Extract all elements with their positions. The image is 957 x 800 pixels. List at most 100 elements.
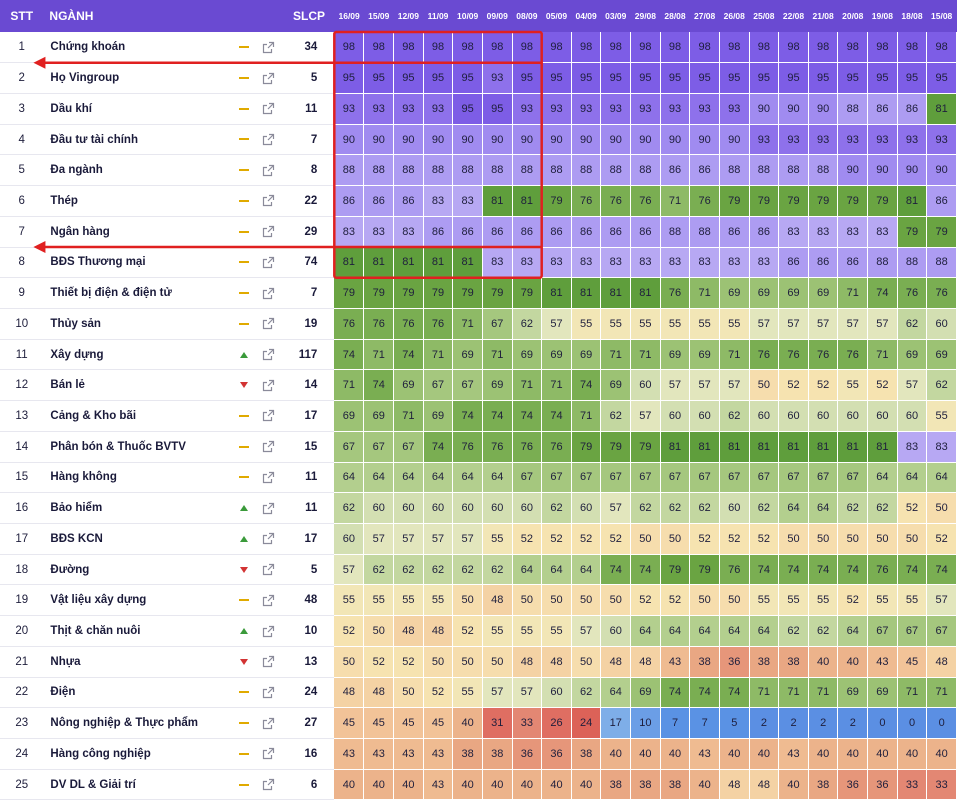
table-row[interactable]: 12 Bán lẻ 14 71 74 69 67 67 69 71 71 74 69 60 57 57 57 50… (0, 369, 957, 402)
row-industry-name[interactable]: Đa ngành (43, 154, 236, 187)
row-link[interactable] (253, 431, 284, 463)
header-date[interactable]: 16/09 (338, 11, 360, 21)
header-date[interactable]: 05/09 (545, 11, 568, 21)
row-link[interactable] (253, 738, 284, 770)
table-row[interactable]: 7 Ngân hàng 29 83 83 83 86 86 86 86 86 86 86 86 88 88 86… (0, 216, 957, 248)
row-industry-name[interactable]: Đường (43, 554, 236, 586)
row-link[interactable] (253, 93, 284, 125)
row-link[interactable] (253, 124, 284, 156)
row-industry-name[interactable]: BĐS Thương mại (43, 247, 236, 279)
row-link[interactable] (253, 216, 284, 248)
header-date[interactable]: 10/09 (456, 11, 479, 21)
table-row[interactable]: 8 BĐS Thương mại 74 81 81 81 81 81 83 83 83 83 83 83 8… (0, 247, 957, 279)
row-industry-name[interactable]: Thiết bị điện & điện tử (43, 277, 236, 309)
header-date[interactable]: 25/08 (753, 11, 775, 21)
row-industry-name[interactable]: DV DL & Giải trí (43, 769, 236, 800)
external-link-icon[interactable] (262, 41, 275, 54)
row-industry-name[interactable]: BĐS KCN (43, 523, 236, 555)
row-link[interactable] (253, 646, 284, 678)
external-link-icon[interactable] (262, 348, 275, 361)
external-link-icon[interactable] (262, 532, 275, 545)
row-industry-name[interactable]: Chứng khoán (43, 32, 236, 64)
table-row[interactable]: 1 Chứng khoán 34 98 98 98 98 98 98 98 98 98 98 98 98 98… (0, 32, 957, 64)
table-row[interactable]: 25 DV DL & Giải trí 6 40 40 40 43 40 40 40 40 40 38 3… (0, 769, 957, 800)
header-date[interactable]: 11/09 (427, 11, 449, 21)
external-link-icon[interactable] (262, 594, 275, 607)
row-industry-name[interactable]: Bán lẻ (43, 369, 236, 402)
header-date[interactable]: 04/09 (575, 11, 597, 21)
header-date[interactable]: 08/09 (516, 11, 538, 21)
row-link[interactable] (253, 185, 284, 217)
header-date[interactable]: 26/08 (723, 11, 745, 21)
row-industry-name[interactable]: Thịt & chăn nuôi (43, 615, 236, 647)
header-date[interactable]: 22/08 (782, 11, 805, 21)
table-row[interactable]: 24 Hàng công nghiệp 16 43 43 43 43 38 38 36 36 38 40… (0, 738, 957, 770)
table-row[interactable]: 23 Nông nghiệp & Thực phẩm 27 45 45 45 45 40 31 3… (0, 707, 957, 740)
row-link[interactable] (253, 554, 284, 586)
row-link[interactable] (253, 584, 284, 617)
table-row[interactable]: 21 Nhựa 13 50 52 52 50 50 50 48 48 50 48 48 43 38 36 38 38… (0, 646, 957, 678)
table-row[interactable]: 11 Xây dựng 117 74 71 74 71 69 71 69 69 69 71 71 69 69 7… (0, 339, 957, 371)
row-industry-name[interactable]: Dầu khí (43, 93, 236, 125)
external-link-icon[interactable] (262, 379, 275, 392)
row-link[interactable] (253, 308, 284, 340)
row-link[interactable] (253, 400, 284, 432)
table-row[interactable]: 17 BĐS KCN 17 60 57 57 57 57 55 52 52 52 52 50 50 52 52 5… (0, 523, 957, 555)
row-industry-name[interactable]: Cảng & Kho bãi (43, 400, 236, 432)
external-link-icon[interactable] (262, 194, 275, 207)
header-date[interactable]: 15/08 (931, 11, 953, 21)
external-link-icon[interactable] (262, 102, 275, 115)
row-industry-name[interactable]: Hàng không (43, 462, 236, 494)
header-date[interactable]: 27/08 (693, 11, 716, 21)
row-industry-name[interactable]: Hàng công nghiệp (43, 738, 236, 770)
header-date[interactable]: 19/08 (871, 11, 894, 21)
row-link[interactable] (253, 492, 284, 524)
table-row[interactable]: 3 Dầu khí 11 93 93 93 93 95 95 93 93 93 93 93 93 93 93 90… (0, 93, 957, 125)
header-date[interactable]: 20/08 (842, 11, 864, 21)
row-industry-name[interactable]: Ngân hàng (43, 216, 236, 248)
row-link[interactable] (253, 62, 284, 94)
external-link-icon[interactable] (262, 686, 275, 699)
external-link-icon[interactable] (262, 655, 275, 668)
external-link-icon[interactable] (262, 502, 275, 515)
row-link[interactable] (253, 615, 284, 647)
row-link[interactable] (253, 707, 284, 740)
external-link-icon[interactable] (262, 225, 275, 238)
external-link-icon[interactable] (262, 440, 275, 453)
external-link-icon[interactable] (262, 471, 275, 484)
table-row[interactable]: 13 Cảng & Kho bãi 17 69 69 71 69 74 74 74 74 71 62 57… (0, 400, 957, 432)
table-row[interactable]: 5 Đa ngành 8 88 88 88 88 88 88 88 88 88 88 88 86 86 88 88… (0, 154, 957, 187)
table-row[interactable]: 22 Điện 24 48 48 50 52 55 57 57 60 62 64 69 74 74 74 71 71… (0, 677, 957, 709)
external-link-icon[interactable] (262, 563, 275, 576)
external-link-icon[interactable] (262, 409, 275, 422)
row-link[interactable] (253, 462, 284, 494)
row-link[interactable] (253, 369, 284, 402)
external-link-icon[interactable] (262, 256, 275, 269)
external-link-icon[interactable] (262, 717, 275, 730)
header-date[interactable]: 03/09 (605, 11, 627, 21)
table-row[interactable]: 16 Bảo hiểm 11 62 60 60 60 60 60 60 62 60 57 62 62 62 60… (0, 492, 957, 524)
row-industry-name[interactable]: Bảo hiểm (43, 492, 236, 524)
external-link-icon[interactable] (262, 625, 275, 638)
row-link[interactable] (253, 769, 284, 800)
row-link[interactable] (253, 339, 284, 371)
table-row[interactable]: 6 Thép 22 86 86 86 83 83 81 81 79 76 76 76 71 76 79 79 79 7… (0, 185, 957, 217)
row-industry-name[interactable]: Điện (43, 677, 236, 709)
header-date[interactable]: 12/09 (397, 11, 420, 21)
row-industry-name[interactable]: Vật liệu xây dựng (43, 584, 236, 617)
row-industry-name[interactable]: Nông nghiệp & Thực phẩm (43, 707, 236, 740)
row-industry-name[interactable]: Xây dựng (43, 339, 236, 371)
row-link[interactable] (253, 677, 284, 709)
row-link[interactable] (253, 154, 284, 187)
row-industry-name[interactable]: Thủy sản (43, 308, 236, 340)
row-link[interactable] (253, 247, 284, 279)
row-industry-name[interactable]: Nhựa (43, 646, 236, 678)
row-industry-name[interactable]: Thép (43, 185, 236, 217)
header-date[interactable]: 28/08 (664, 11, 686, 21)
table-row[interactable]: 15 Hàng không 11 64 64 64 64 64 64 67 67 67 67 67 67 67… (0, 462, 957, 494)
external-link-icon[interactable] (262, 133, 275, 146)
row-industry-name[interactable]: Đầu tư tài chính (43, 124, 236, 156)
table-row[interactable]: 4 Đầu tư tài chính 7 90 90 90 90 90 90 90 90 90 90 90… (0, 124, 957, 156)
external-link-icon[interactable] (262, 164, 275, 177)
external-link-icon[interactable] (262, 747, 275, 760)
